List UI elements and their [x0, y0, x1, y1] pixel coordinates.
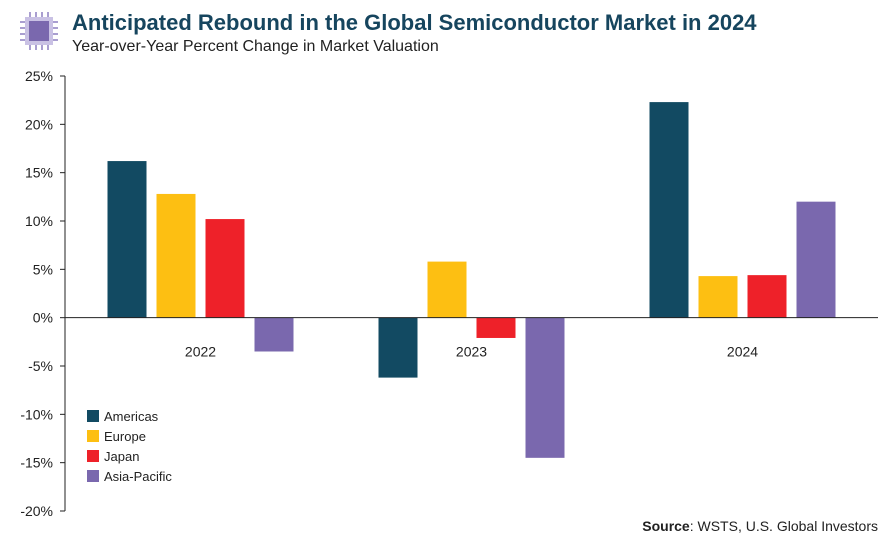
y-tick-label: 5% — [33, 261, 53, 277]
bar-europe-2024 — [698, 276, 738, 318]
category-label-2024: 2024 — [727, 344, 758, 360]
y-tick-label: 25% — [25, 68, 53, 84]
bar-americas-2023 — [378, 317, 418, 378]
category-label-2022: 2022 — [185, 344, 216, 360]
legend-swatch-americas — [87, 410, 99, 422]
category-labels: 2022 2023 2024 — [185, 344, 758, 360]
chip-icon — [18, 10, 60, 52]
bar-americas-2022 — [107, 161, 147, 318]
chart-subtitle: Year-over-Year Percent Change in Market … — [72, 38, 439, 55]
legend-label-asia-pacific: Asia-Pacific — [104, 469, 172, 484]
y-tick-label: -5% — [28, 358, 53, 374]
y-tick-label: -15% — [20, 455, 53, 471]
chart-title: Anticipated Rebound in the Global Semico… — [72, 10, 757, 35]
bars — [107, 102, 836, 458]
source-label: Source — [642, 518, 690, 534]
bar-japan-2023 — [476, 317, 516, 338]
y-tick-label: -20% — [20, 503, 53, 519]
bar-europe-2023 — [427, 261, 467, 318]
bar-asia-pacific-2024 — [796, 201, 836, 318]
bar-europe-2022 — [156, 193, 196, 318]
legend-swatch-japan — [87, 450, 99, 462]
legend-label-europe: Europe — [104, 429, 146, 444]
y-tick-label: -10% — [20, 406, 53, 422]
legend-label-americas: Americas — [104, 409, 159, 424]
bar-asia-pacific-2022 — [254, 317, 294, 352]
y-tick-label: 20% — [25, 116, 53, 132]
bar-americas-2024 — [649, 102, 689, 318]
legend-swatch-asia-pacific — [87, 470, 99, 482]
source-text: : WSTS, U.S. Global Investors — [689, 518, 878, 534]
legend: Americas Europe Japan Asia-Pacific — [87, 409, 172, 484]
y-tick-label: 0% — [33, 310, 53, 326]
bar-japan-2022 — [205, 219, 245, 318]
source-note: Source: WSTS, U.S. Global Investors — [642, 518, 878, 534]
y-tick-label: 10% — [25, 213, 53, 229]
legend-swatch-europe — [87, 430, 99, 442]
y-axis: 25% 20% 15% 10% 5% 0% -5% -10% -15% -20% — [20, 68, 66, 519]
category-label-2023: 2023 — [456, 344, 487, 360]
bar-japan-2024 — [747, 275, 787, 318]
y-tick-label: 15% — [25, 165, 53, 181]
legend-label-japan: Japan — [104, 449, 139, 464]
bar-asia-pacific-2023 — [525, 317, 565, 458]
